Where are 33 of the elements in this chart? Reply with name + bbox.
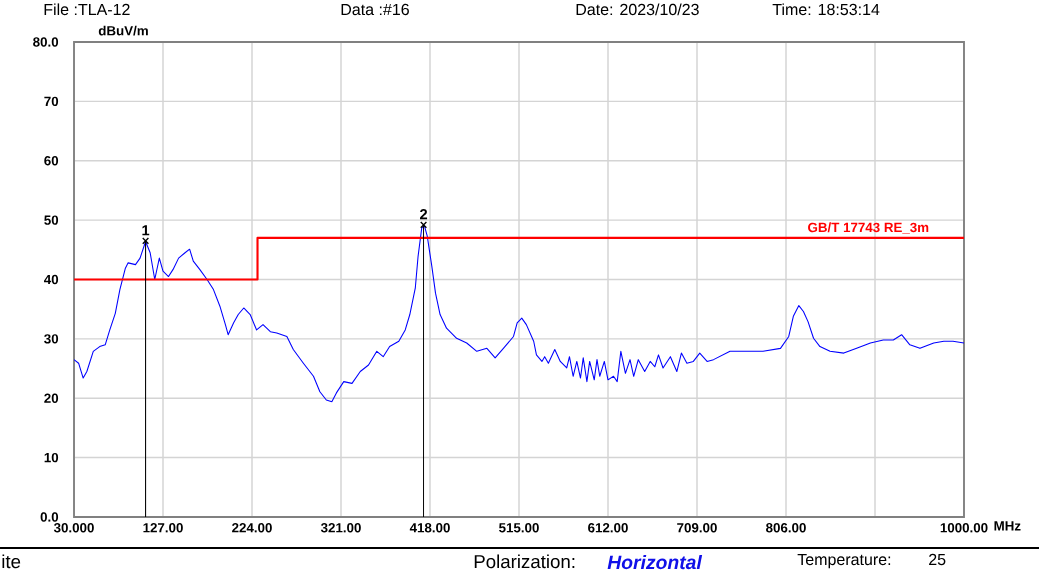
y-tick-label: 60 <box>44 156 59 166</box>
x-tick-label: 418.00 <box>409 523 450 533</box>
x-tick-label: 612.00 <box>588 523 628 533</box>
y-tick-label: 80.0 <box>33 37 59 47</box>
y-tick-label: 50 <box>44 215 59 225</box>
y-tick-label: 30 <box>44 334 59 344</box>
text: 25 <box>929 553 946 566</box>
x-tick-label: 321.00 <box>320 523 361 533</box>
x-tick-label: 127.00 <box>143 523 183 533</box>
text: Polarization: <box>474 554 575 569</box>
text: Data :#16 <box>341 3 409 16</box>
text: Date: 2023/10/23 <box>576 3 699 16</box>
x-tick-label: 30.000 <box>53 523 94 533</box>
text: ite <box>2 554 21 569</box>
text: Time: 18:53:14 <box>772 3 880 16</box>
x-tick-label: 1000.00 <box>940 523 988 533</box>
y-axis-title: dBuV/m <box>98 25 148 36</box>
y-tick-label: 0.0 <box>40 512 59 522</box>
y-tick-label: 20 <box>44 393 59 403</box>
text: Horizontal <box>607 554 703 570</box>
text: Temperature: <box>797 553 891 569</box>
x-tick-label: 709.00 <box>677 523 717 533</box>
annotation: 1 <box>142 225 150 236</box>
x-tick-label: 515.00 <box>499 523 539 533</box>
annotation: 2 <box>420 209 428 220</box>
x-axis-title: MHz <box>994 521 1021 531</box>
series-label: GB/T 17743 RE_3m <box>808 222 929 234</box>
y-tick-label: 10 <box>44 452 59 463</box>
y-tick-label: 70 <box>44 96 59 107</box>
text: File :TLA-12 <box>44 3 130 16</box>
x-tick-label: 806.00 <box>766 523 806 533</box>
y-tick-label: 40 <box>44 274 59 285</box>
x-tick-label: 224.00 <box>232 523 272 533</box>
